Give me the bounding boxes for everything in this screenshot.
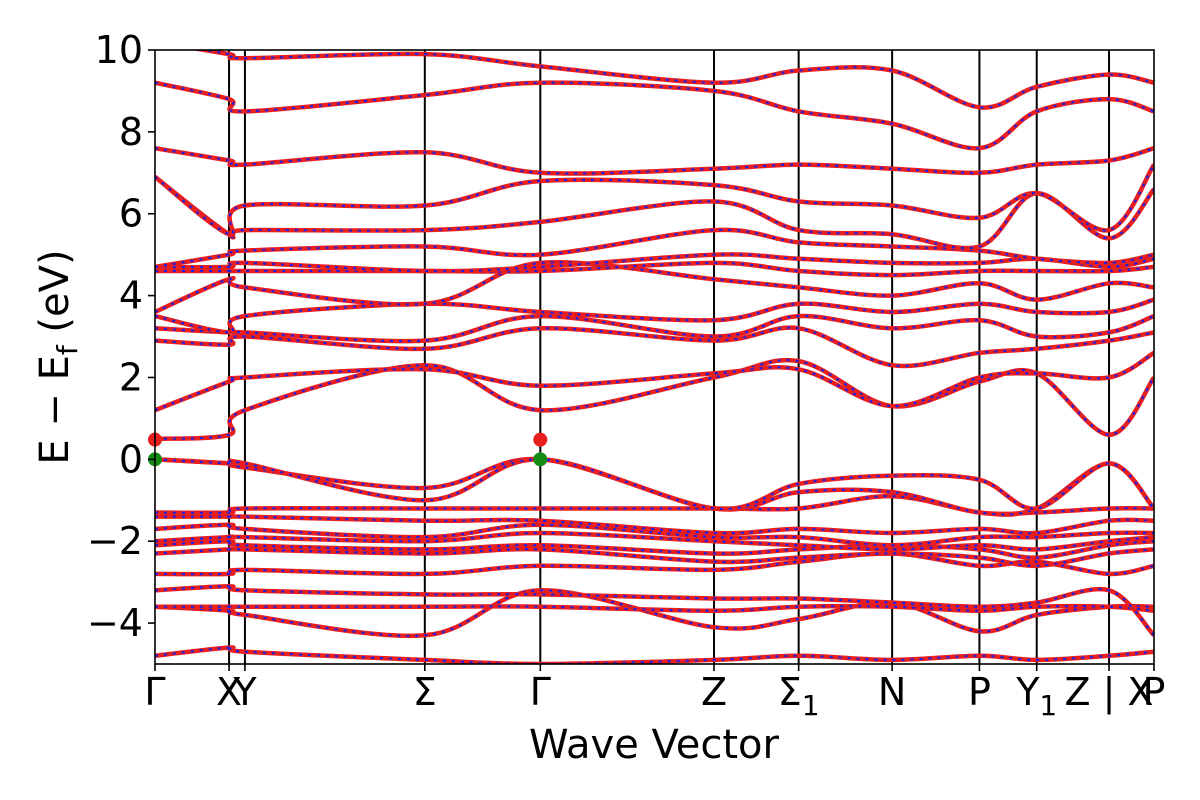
y-axis-title-unit: (eV): [32, 249, 78, 345]
band-line-overlay: [155, 540, 1154, 559]
band-line-overlay: [198, 50, 1154, 109]
x-tick-label: Z: [701, 670, 727, 714]
x-tick-label: Γ: [144, 670, 165, 714]
y-axis-ticks: −4 −2 0 2 4 6 8 10: [87, 28, 155, 645]
y-axis-title-main: E − E: [32, 355, 78, 465]
x-tick-label: Σ1: [778, 670, 820, 722]
band-line-overlay: [155, 589, 1154, 637]
x-tick-label: Y: [232, 670, 257, 714]
x-tick-label: P: [1143, 670, 1166, 714]
y-tick-label: 0: [119, 437, 143, 481]
band-line-overlay: [155, 523, 1154, 547]
x-tick-label: N: [878, 670, 906, 714]
band-line-overlay: [155, 326, 1154, 368]
x-tick-label: P: [968, 670, 991, 714]
band-line-overlay: [155, 298, 1154, 334]
band-line-overlay: [155, 261, 1154, 314]
band-line-overlay: [155, 163, 1154, 236]
x-tick-label: Σ: [413, 670, 437, 714]
y-tick-label: 4: [119, 274, 143, 318]
x-tick-label: Z | X: [1065, 670, 1154, 715]
band-line: [155, 603, 1154, 614]
y-tick-label: −4: [87, 601, 143, 645]
band-line-overlay: [155, 585, 1154, 637]
band-lines: [155, 50, 1154, 664]
band-line-overlay: [155, 552, 1154, 576]
band-line-overlay: [155, 228, 1154, 268]
band-line-overlay: [155, 81, 1154, 150]
band-line: [155, 313, 1154, 344]
x-tick-label: X: [216, 670, 242, 714]
y-tick-label: 8: [119, 110, 143, 154]
y-axis-title: E − Ef (eV): [32, 249, 84, 464]
band-line: [155, 457, 1154, 512]
y-tick-label: −2: [87, 519, 143, 563]
band-line-overlay: [155, 147, 1154, 175]
y-tick-label: 2: [119, 355, 143, 399]
y-tick-label: 6: [119, 192, 143, 236]
band-line-overlay: [155, 646, 1154, 664]
x-axis-ticks: Γ XY Σ Γ Z Σ1 N P Y1 Z | XP: [144, 664, 1165, 722]
extremum-marker: [533, 432, 548, 447]
band-line-overlay: [155, 359, 1154, 440]
plot-frame: [154, 49, 1155, 665]
band-line-overlay: [155, 253, 1154, 273]
band-line: [155, 350, 1154, 413]
x-axis-title: Wave Vector: [529, 722, 780, 768]
x-tick-label: Γ: [530, 670, 551, 714]
extrema-markers: [148, 432, 548, 467]
band-line-overlay: [155, 547, 1154, 567]
x-tick-label: Y1: [1015, 670, 1057, 722]
y-tick-label: 10: [95, 28, 143, 72]
band-line: [155, 260, 1154, 278]
band-line-overlay: [155, 531, 1154, 551]
y-axis-title-sub: f: [51, 344, 84, 355]
extremum-marker: [533, 452, 548, 467]
band-line-overlay: [155, 515, 1154, 535]
